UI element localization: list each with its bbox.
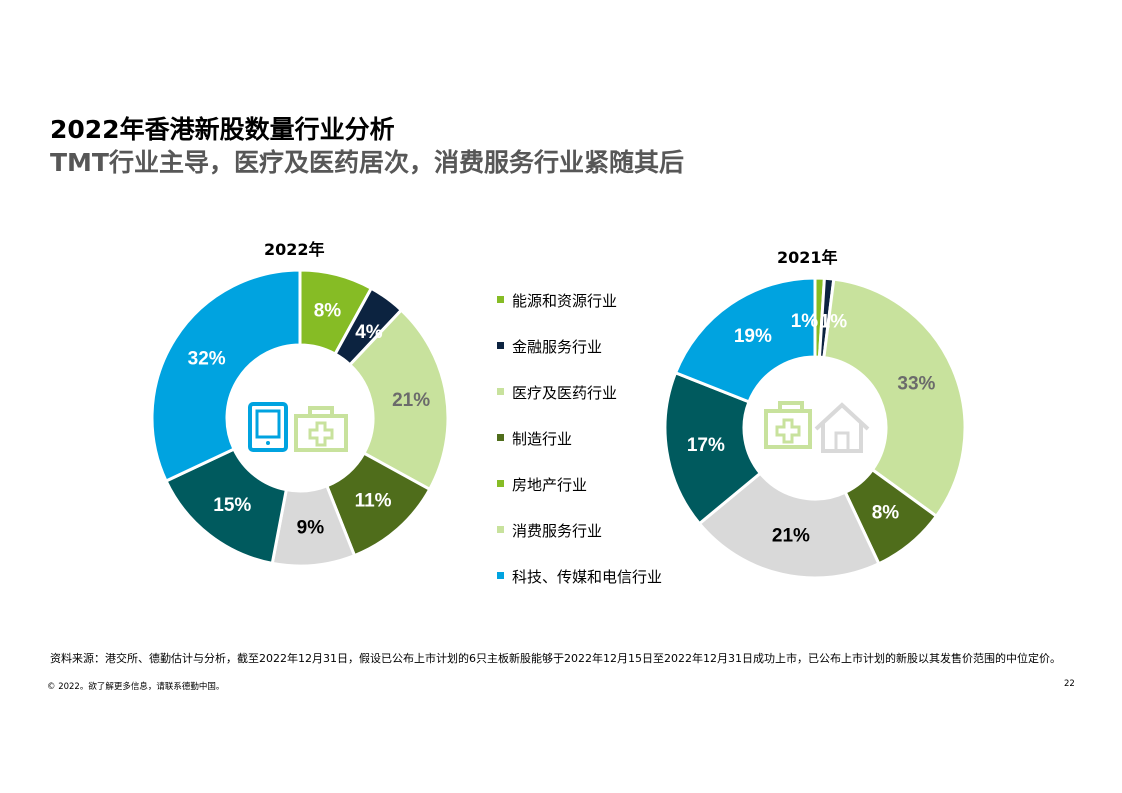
chart-legend: 能源和资源行业 金融服务行业 医疗及医药行业 制造行业 房地产行业 消费服务行业… xyxy=(497,290,662,612)
value-label: 33% xyxy=(897,374,935,395)
page-title: 2022年香港新股数量行业分析 xyxy=(50,115,395,144)
legend-swatch xyxy=(497,342,504,349)
legend-item: 金融服务行业 xyxy=(497,336,662,382)
legend-swatch xyxy=(497,572,504,579)
donut-slice xyxy=(697,471,881,580)
donut-slice xyxy=(673,276,817,404)
value-label: 1% xyxy=(791,311,819,332)
medical-kit-icon xyxy=(764,401,812,449)
value-label: 32% xyxy=(188,348,226,369)
tablet-icon xyxy=(248,402,288,452)
value-label: 21% xyxy=(392,390,430,411)
legend-label: 能源和资源行业 xyxy=(512,292,618,310)
legend-label: 消费服务行业 xyxy=(512,522,603,540)
donut-slice xyxy=(347,307,450,492)
legend-item: 房地产行业 xyxy=(497,474,662,520)
house-icon xyxy=(814,402,870,453)
copyright-text: © 2022。欲了解更多信息，请联系德勤中国。 xyxy=(47,682,225,692)
center-icons-2021 xyxy=(764,401,870,453)
legend-label: 房地产行业 xyxy=(512,476,588,494)
legend-label: 医疗及医药行业 xyxy=(512,384,618,402)
donut-slice xyxy=(663,370,763,526)
legend-item: 消费服务行业 xyxy=(497,520,662,566)
donut-chart-2022: 8% 4% 21% 11% 9% 15% 32% xyxy=(150,270,450,568)
value-label: 17% xyxy=(687,435,725,456)
value-label: 19% xyxy=(734,326,772,347)
center-icons-2022 xyxy=(248,402,348,452)
value-label: 1% xyxy=(820,311,848,332)
donut-slice xyxy=(150,270,302,484)
legend-swatch xyxy=(497,526,504,533)
legend-item: 医疗及医药行业 xyxy=(497,382,662,428)
legend-item: 能源和资源行业 xyxy=(497,290,662,336)
value-label: 8% xyxy=(872,503,900,524)
page-subtitle: TMT行业主导，医疗及医药居次，消费服务行业紧随其后 xyxy=(50,148,684,177)
legend-swatch xyxy=(497,296,504,303)
chart-title-2021: 2021年 xyxy=(777,248,838,267)
donut-slice xyxy=(822,277,967,519)
value-label: 9% xyxy=(297,518,325,539)
value-label: 15% xyxy=(213,495,251,516)
legend-swatch xyxy=(497,388,504,395)
legend-item: 制造行业 xyxy=(497,428,662,474)
donut-hole xyxy=(745,358,885,498)
legend-label: 科技、传媒和电信行业 xyxy=(512,568,663,586)
legend-item: 科技、传媒和电信行业 xyxy=(497,566,662,612)
medical-kit-icon xyxy=(294,406,348,452)
chart-title-2022: 2022年 xyxy=(264,240,325,259)
page-number: 22 xyxy=(1064,679,1075,689)
legend-label: 金融服务行业 xyxy=(512,338,603,356)
legend-swatch xyxy=(497,480,504,487)
value-label: 8% xyxy=(314,300,342,321)
donut-chart-2021: 1% 1% 33% 8% 21% 17% 19% xyxy=(663,276,967,580)
value-label: 21% xyxy=(772,525,810,546)
value-label: 11% xyxy=(355,490,392,511)
legend-swatch xyxy=(497,434,504,441)
legend-label: 制造行业 xyxy=(512,430,573,448)
source-note: 资料来源：港交所、德勤估计与分析，截至2022年12月31日，假设已公布上市计划… xyxy=(50,652,1061,665)
value-label: 4% xyxy=(355,322,383,343)
